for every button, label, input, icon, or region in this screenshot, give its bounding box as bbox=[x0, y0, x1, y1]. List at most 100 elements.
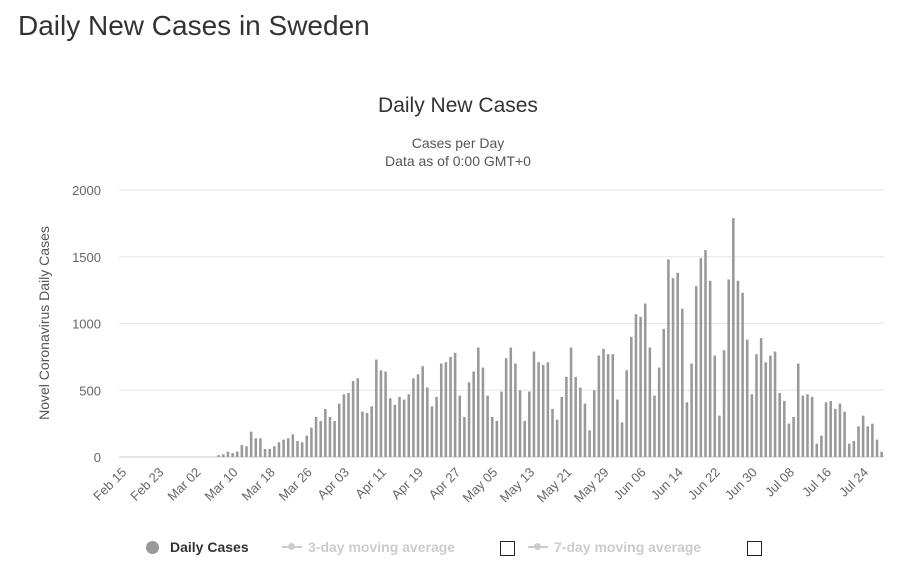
bar[interactable] bbox=[732, 218, 735, 457]
bar[interactable] bbox=[402, 399, 406, 457]
bar[interactable] bbox=[843, 411, 846, 457]
bar[interactable] bbox=[579, 387, 582, 457]
bar[interactable] bbox=[342, 394, 346, 457]
bar[interactable] bbox=[351, 380, 355, 457]
bar[interactable] bbox=[226, 451, 230, 457]
bar[interactable] bbox=[871, 423, 874, 458]
bar[interactable] bbox=[815, 443, 819, 457]
bar[interactable] bbox=[314, 416, 318, 457]
bar[interactable] bbox=[430, 406, 434, 457]
bar[interactable] bbox=[787, 423, 791, 458]
bar[interactable] bbox=[254, 438, 258, 457]
bar[interactable] bbox=[778, 392, 781, 457]
bar[interactable] bbox=[783, 400, 786, 457]
checkbox-7-day-average[interactable] bbox=[747, 541, 762, 556]
bar[interactable] bbox=[324, 408, 327, 457]
bar[interactable] bbox=[759, 338, 763, 457]
bar[interactable] bbox=[463, 416, 466, 457]
bar[interactable] bbox=[235, 451, 239, 457]
bar[interactable] bbox=[296, 440, 299, 457]
bar[interactable] bbox=[319, 420, 322, 457]
bar[interactable] bbox=[657, 367, 661, 457]
bar[interactable] bbox=[337, 403, 341, 457]
bar[interactable] bbox=[810, 396, 814, 457]
bar[interactable] bbox=[847, 443, 851, 457]
bar[interactable] bbox=[435, 396, 438, 457]
bar[interactable] bbox=[407, 394, 411, 457]
bar[interactable] bbox=[509, 347, 513, 457]
bar[interactable] bbox=[718, 415, 721, 457]
bar[interactable] bbox=[824, 402, 828, 457]
bar[interactable] bbox=[551, 408, 554, 457]
bar[interactable] bbox=[273, 446, 276, 457]
bar[interactable] bbox=[541, 364, 545, 457]
bar[interactable] bbox=[565, 376, 568, 457]
bar[interactable] bbox=[588, 430, 591, 457]
bar[interactable] bbox=[602, 348, 605, 457]
bar[interactable] bbox=[616, 399, 619, 457]
bar[interactable] bbox=[597, 355, 601, 457]
bar[interactable] bbox=[611, 354, 615, 457]
bar[interactable] bbox=[727, 279, 730, 457]
bar[interactable] bbox=[736, 280, 740, 457]
bar[interactable] bbox=[653, 395, 656, 457]
bar[interactable] bbox=[490, 416, 494, 457]
bar[interactable] bbox=[310, 427, 313, 457]
bar[interactable] bbox=[880, 451, 883, 457]
bar[interactable] bbox=[667, 259, 670, 457]
bar[interactable] bbox=[514, 363, 517, 457]
bar[interactable] bbox=[681, 308, 684, 457]
bar[interactable] bbox=[477, 347, 480, 457]
bar[interactable] bbox=[704, 250, 707, 457]
bar[interactable] bbox=[268, 448, 271, 457]
bar[interactable] bbox=[347, 392, 350, 457]
bar[interactable] bbox=[398, 396, 401, 457]
bar[interactable] bbox=[620, 422, 624, 457]
bar[interactable] bbox=[286, 438, 290, 457]
bar[interactable] bbox=[722, 350, 726, 457]
bar[interactable] bbox=[449, 356, 452, 458]
bar[interactable] bbox=[370, 406, 373, 457]
bar[interactable] bbox=[444, 362, 448, 457]
bar[interactable] bbox=[829, 400, 832, 457]
bar[interactable] bbox=[713, 355, 717, 457]
bar[interactable] bbox=[375, 359, 378, 457]
bar[interactable] bbox=[555, 419, 559, 457]
bar[interactable] bbox=[792, 416, 795, 457]
checkbox-3-day-average[interactable] bbox=[500, 541, 515, 556]
bar[interactable] bbox=[333, 420, 336, 457]
bar[interactable] bbox=[569, 347, 573, 457]
bar[interactable] bbox=[426, 387, 429, 457]
bar[interactable] bbox=[773, 351, 777, 457]
bar[interactable] bbox=[481, 367, 485, 457]
bar[interactable] bbox=[458, 395, 462, 457]
bar[interactable] bbox=[852, 440, 856, 457]
bar[interactable] bbox=[574, 376, 577, 457]
bar[interactable] bbox=[750, 394, 754, 457]
bar[interactable] bbox=[361, 411, 364, 457]
bar[interactable] bbox=[388, 398, 392, 457]
bar[interactable] bbox=[769, 355, 772, 457]
legend-item-daily-cases[interactable]: Daily Cases bbox=[146, 536, 249, 558]
bar[interactable] bbox=[365, 412, 369, 457]
bar[interactable] bbox=[421, 366, 424, 457]
bar[interactable] bbox=[240, 444, 244, 457]
bar[interactable] bbox=[625, 370, 628, 457]
bar[interactable] bbox=[291, 434, 295, 457]
bar[interactable] bbox=[648, 347, 652, 457]
bar[interactable] bbox=[384, 371, 387, 457]
bar[interactable] bbox=[504, 358, 508, 457]
bar[interactable] bbox=[755, 354, 758, 457]
bar[interactable] bbox=[217, 455, 220, 457]
bar[interactable] bbox=[249, 431, 253, 457]
bar[interactable] bbox=[486, 395, 489, 457]
bar[interactable] bbox=[222, 454, 225, 457]
bar[interactable] bbox=[472, 371, 475, 457]
bar[interactable] bbox=[500, 391, 503, 457]
bar[interactable] bbox=[546, 362, 550, 457]
bar[interactable] bbox=[495, 420, 499, 457]
bar[interactable] bbox=[796, 363, 800, 457]
bar[interactable] bbox=[694, 286, 698, 457]
bar[interactable] bbox=[583, 403, 587, 457]
bar[interactable] bbox=[838, 403, 842, 457]
